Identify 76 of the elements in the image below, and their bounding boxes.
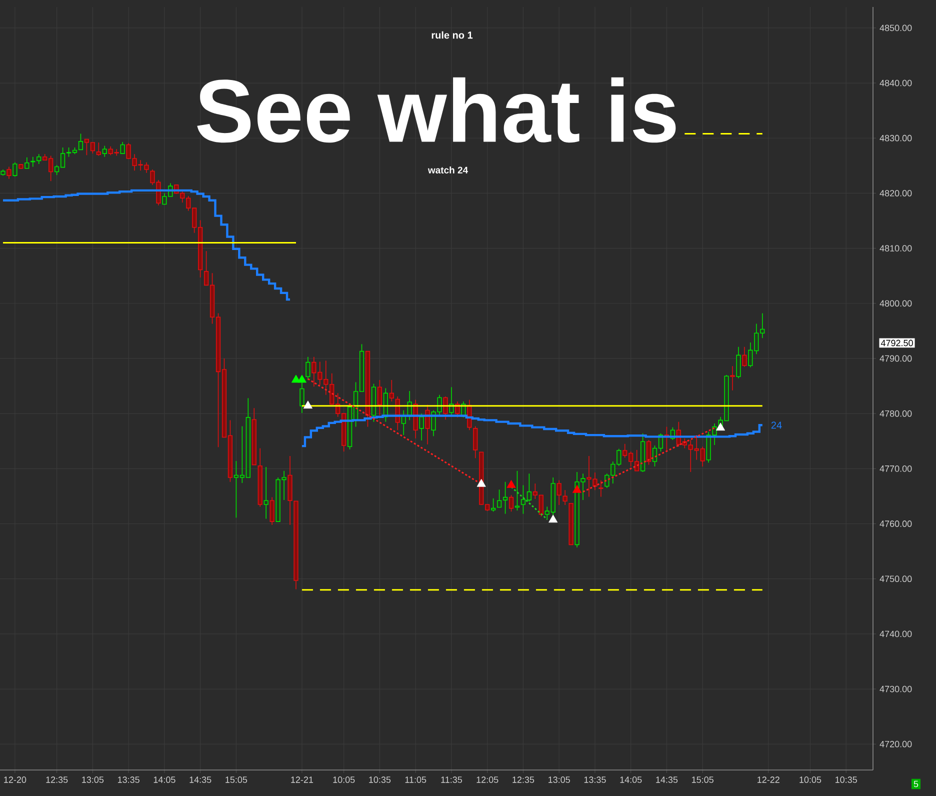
y-tick-label: 4790.00	[880, 355, 912, 362]
candlestick	[646, 440, 652, 466]
x-tick-label: 12:35	[46, 776, 68, 783]
candlestick	[419, 413, 424, 441]
text: 5	[914, 780, 918, 788]
point	[476, 478, 486, 487]
candlestick	[473, 426, 478, 459]
candlestick	[36, 154, 42, 164]
y-tick-label: 4720.00	[880, 740, 912, 748]
point	[506, 480, 516, 488]
x-tick-label: 13:35	[118, 776, 140, 783]
x-tick-label: 12-21	[291, 776, 314, 783]
candlestick	[120, 142, 125, 154]
candlestick	[270, 496, 274, 526]
x-tick-label: 14:35	[656, 776, 678, 783]
candlestick	[443, 396, 448, 420]
x-tick-label: 13:05	[82, 776, 104, 783]
candlestick	[306, 356, 310, 380]
candlestick	[742, 346, 747, 368]
y-tick-label: 4770.00	[880, 465, 912, 472]
point	[548, 514, 558, 523]
x-tick-label: 10:35	[369, 776, 391, 783]
y-tick-label: 4840.00	[880, 80, 912, 86]
candlestick	[556, 480, 562, 506]
x-tick-label: 14:05	[620, 776, 642, 783]
x-tick-label: 13:35	[584, 776, 606, 783]
candlestick	[102, 145, 107, 158]
x-tick-label: 15:05	[226, 776, 248, 783]
candlestick	[562, 490, 568, 506]
point	[572, 484, 582, 493]
x-tick-label: 13:05	[548, 776, 570, 783]
y-tick-label: 4800.00	[880, 300, 912, 307]
candlestick	[12, 162, 18, 178]
x-tick-label: 11:05	[405, 776, 426, 783]
candlestick	[24, 156, 30, 169]
x-tick-label: 12:05	[476, 776, 498, 783]
candlestick	[96, 142, 101, 156]
candlestick	[389, 380, 394, 402]
y-tick-label: 4730.00	[880, 686, 912, 692]
x-tick-label: 14:35	[190, 776, 212, 783]
candlestick	[264, 466, 268, 520]
annotation: rule no 1	[432, 31, 473, 39]
candlestick	[300, 380, 304, 414]
text: 4792.50	[880, 340, 913, 346]
candlestick	[377, 380, 382, 416]
y-tick-label: 4750.00	[880, 576, 912, 582]
candlestick	[508, 494, 514, 512]
text: See what is	[197, 77, 676, 143]
candlestick	[514, 470, 520, 511]
y-tick-label: 4830.00	[880, 134, 912, 142]
candlestick	[6, 166, 12, 180]
x-tick-label: 11:35	[441, 776, 462, 783]
point	[716, 422, 726, 431]
x-tick-label: 10:35	[836, 776, 857, 783]
y-tick-label: 4850.00	[880, 24, 912, 32]
x-tick-label: 10:05	[800, 776, 822, 783]
y-tick-label: 4760.00	[880, 520, 912, 527]
x-tick-label: 12:35	[512, 776, 534, 783]
y-tick-label: 4810.00	[880, 245, 912, 252]
text: watch 24	[428, 166, 468, 174]
candlestick	[730, 366, 735, 391]
series-label: 24	[771, 422, 782, 429]
candlestick	[736, 346, 741, 379]
y-tick-label: 4740.00	[880, 630, 912, 638]
y-tick-label: 4780.00	[880, 410, 912, 417]
x-tick-label: 14:05	[154, 776, 176, 783]
y-tick-label: 4820.00	[880, 190, 912, 196]
candlestick	[598, 480, 604, 498]
x-tick-label: 12-20	[4, 776, 26, 783]
point	[303, 400, 312, 409]
point	[297, 374, 306, 383]
candlestick	[78, 133, 84, 150]
x-tick-label: 10:05	[333, 776, 355, 783]
x-tick-label: 15:05	[692, 776, 714, 783]
candlestick	[490, 498, 496, 512]
x-tick-label: 12-22	[758, 776, 780, 783]
